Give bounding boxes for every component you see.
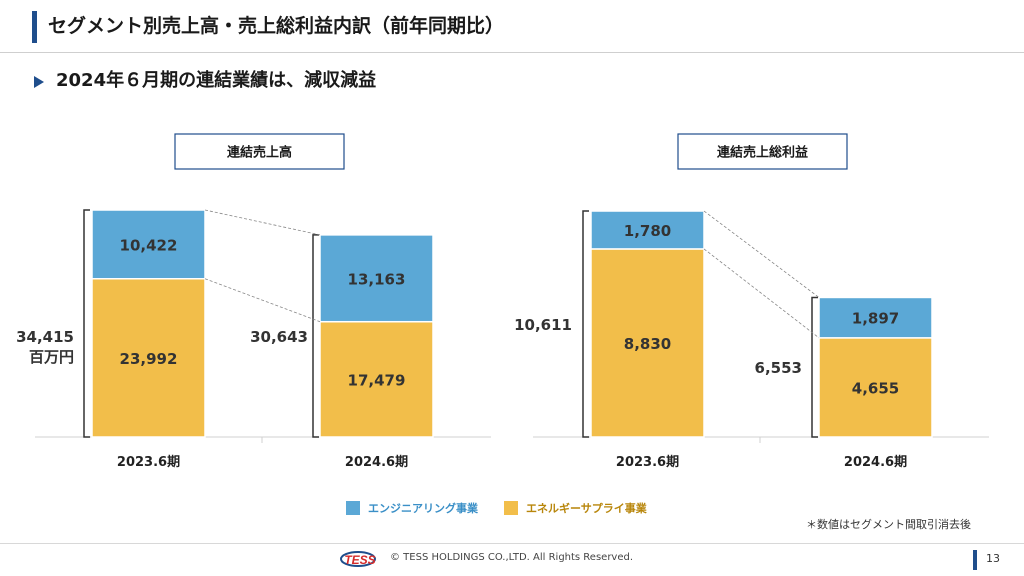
connector-mid-1	[204, 278, 321, 323]
category-label-1-2: 2024.6期	[345, 455, 408, 470]
bar-engineering-1-1	[91, 209, 206, 280]
legend: エンジニアリング事業 エネルギーサプライ事業	[346, 500, 647, 516]
total-bracket-2-2	[811, 296, 818, 438]
connector-top-2	[703, 210, 820, 298]
bar-engineering-2-1	[590, 210, 705, 250]
legend-swatch-energy-supply	[504, 501, 518, 515]
label-energy-2-1: 8,830	[624, 335, 671, 353]
total-bracket-1-1	[83, 209, 90, 438]
legend-label-energy-supply: エネルギーサプライ事業	[526, 502, 647, 515]
category-label-2-2: 2024.6期	[844, 455, 907, 470]
logo-text: TESS	[344, 553, 375, 567]
page-title: セグメント別売上高・売上総利益内訳（前年同期比）	[48, 15, 505, 37]
label-engineering-1-2: 13,163	[348, 270, 406, 288]
title-divider	[0, 52, 1024, 53]
legend-item-energy-supply: エネルギーサプライ事業	[504, 500, 647, 516]
company-logo: TESS	[340, 548, 380, 570]
chart-title-1: 連結売上高	[227, 145, 292, 161]
label-engineering-1-1: 10,422	[120, 236, 178, 254]
bar-energy-1-2	[319, 320, 434, 438]
total-label-1-1: 34,415	[16, 328, 74, 346]
legend-label-engineering: エンジニアリング事業	[368, 502, 478, 515]
chart-title-box-2	[677, 133, 848, 170]
bar-energy-2-1	[590, 248, 705, 438]
label-energy-1-2: 17,479	[348, 371, 406, 389]
label-energy-1-1: 23,992	[120, 350, 178, 368]
total-label-1-2: 30,643	[250, 328, 308, 346]
bar-energy-1-1	[91, 277, 206, 438]
chart-title-box-1	[174, 133, 345, 170]
connector-mid-2	[703, 248, 820, 339]
legend-item-engineering: エンジニアリング事業	[346, 500, 478, 516]
page-subtitle: 2024年６月期の連結業績は、減収減益	[56, 70, 377, 91]
label-engineering-2-1: 1,780	[624, 222, 671, 240]
label-engineering-2-2: 1,897	[852, 310, 899, 328]
footnote: ＊数値はセグメント間取引消去後	[806, 518, 971, 531]
category-label-1-1: 2023.6期	[117, 455, 180, 470]
page-number: 13	[986, 552, 1000, 565]
page-number-accent	[973, 550, 977, 570]
total-bracket-1-2	[312, 234, 319, 438]
chart-title-2: 連結売上総利益	[717, 145, 808, 161]
tess-logo-icon: TESS	[340, 551, 376, 567]
title-accent-bar	[32, 11, 37, 43]
total-label-2-2: 6,553	[755, 359, 802, 377]
label-energy-2-2: 4,655	[852, 379, 899, 397]
footer-divider	[0, 543, 1024, 544]
bar-engineering-2-2	[818, 296, 933, 339]
total-label-2-1: 10,611	[514, 316, 572, 334]
category-label-2-1: 2023.6期	[616, 455, 679, 470]
bar-engineering-1-2	[319, 234, 434, 323]
bullet-triangle-icon	[34, 76, 44, 88]
total-bracket-2-1	[582, 210, 589, 438]
legend-swatch-engineering	[346, 501, 360, 515]
connector-top-1	[204, 209, 321, 236]
copyright: © TESS HOLDINGS CO.,LTD. All Rights Rese…	[390, 552, 634, 563]
unit-label-1: 百万円	[29, 348, 74, 366]
